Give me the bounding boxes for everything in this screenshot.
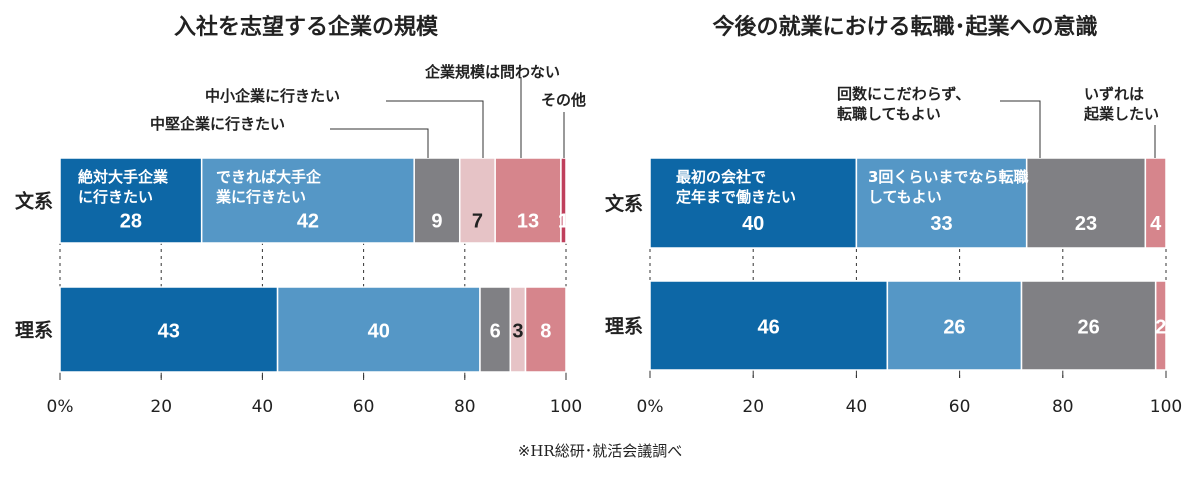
chart-right-value-label: 40 xyxy=(742,213,764,235)
chart-left-callout-label: 中堅企業に行きたい xyxy=(150,115,285,133)
chart-right-row-label: 理系 xyxy=(605,316,643,338)
chart-left-callout-label: 中小企業に行きたい xyxy=(205,87,340,105)
chart-left-bar-segment xyxy=(59,286,279,373)
chart-right-bar-segment xyxy=(1025,157,1147,249)
chart-left-value-label: 1 xyxy=(558,211,569,233)
chart-left-value-label: 3 xyxy=(512,321,523,343)
chart-right-bar-segment xyxy=(1154,280,1167,371)
chart-left-callout-label: その他 xyxy=(541,91,586,109)
chart-left-title: 入社を志望する企業の規模 xyxy=(174,14,439,40)
chart-right-callout-label: 回数にこだわらず、 xyxy=(837,85,970,103)
chart-left-leader-line xyxy=(386,100,484,158)
chart-right-value-label: 2 xyxy=(1155,317,1166,339)
chart-right-row-label: 文系 xyxy=(605,192,643,215)
chart-left-value-label: 8 xyxy=(540,321,551,343)
chart-left-bar-segment xyxy=(276,286,481,373)
chart-right-title: 今後の就業における転職･起業への意識 xyxy=(712,14,1097,40)
chart-left-row-label: 理系 xyxy=(15,320,53,342)
chart-right-value-label: 23 xyxy=(1075,213,1097,235)
chart-right-value-label: 26 xyxy=(943,317,965,339)
chart-left-tick-label: 80 xyxy=(454,397,476,417)
chart-right-value-label: 33 xyxy=(930,213,952,235)
chart-left-series-label: 絶対大手企業 xyxy=(78,168,169,186)
chart-left-bar-segment xyxy=(560,157,567,244)
chart-right-series-label: 定年まで働きたい xyxy=(676,188,796,206)
chart-right-bar-segment xyxy=(1020,280,1157,371)
chart-left-bar-segment xyxy=(494,157,562,244)
chart-left-leader-line xyxy=(330,128,429,158)
chart-left-tick-label: 60 xyxy=(353,397,375,417)
chart-left-bar-segment xyxy=(458,157,496,244)
chart-left-series-label: 業に行きたい xyxy=(215,188,306,206)
chart-left-value-label: 7 xyxy=(472,211,483,233)
chart-right-leader-line xyxy=(1000,100,1041,158)
chart-right-tick-label: 100 xyxy=(1150,397,1182,417)
chart-left-bar-segment xyxy=(413,157,461,244)
chart-left-tick-label: 20 xyxy=(150,397,172,417)
chart-right-tick-label: 0% xyxy=(637,397,664,417)
chart-right-callout-label: 転職してもよい xyxy=(837,105,941,123)
chart-right-series-label: 最初の会社で xyxy=(676,168,766,186)
chart-left-value-label: 42 xyxy=(297,211,319,233)
chart-right-bar-segment xyxy=(1144,157,1167,249)
chart-left-tick-label: 100 xyxy=(550,397,582,417)
chart-left-bars xyxy=(59,157,567,373)
chart-left-tick-label: 40 xyxy=(252,397,274,417)
chart-left-bar-segment xyxy=(479,286,512,373)
chart-right-bar-segment xyxy=(855,157,1028,249)
chart-right-value-label: 4 xyxy=(1150,213,1162,235)
chart-left-bar-segment xyxy=(524,286,567,373)
chart-right-bar-segment xyxy=(649,157,858,249)
chart-left-value-label: 28 xyxy=(120,211,142,233)
chart-left-value-label: 6 xyxy=(490,321,501,343)
chart-right-value-label: 46 xyxy=(758,317,780,339)
chart-left-series-label: できれば大手企 xyxy=(216,168,322,186)
chart-right-bars xyxy=(649,157,1167,371)
chart-right-tick-label: 40 xyxy=(846,397,868,417)
chart-right-bar-segment xyxy=(649,280,889,371)
chart-right-callout-label: 起業したい xyxy=(1083,105,1159,123)
source-note: ※HR総研･就活会議調べ xyxy=(518,442,682,460)
chart-left-value-label: 13 xyxy=(517,211,539,233)
chart-left-callout-label: 企業規模は問わない xyxy=(424,63,560,81)
chart-right-tick-label: 20 xyxy=(742,397,764,417)
chart-right-series-label: 3回くらいまでなら転職 xyxy=(868,168,1028,186)
chart-left-row-label: 文系 xyxy=(15,190,53,213)
chart-right-callout-label: いずれは xyxy=(1084,85,1144,103)
chart-right-tick-label: 80 xyxy=(1052,397,1074,417)
chart-left-value-label: 43 xyxy=(158,321,180,343)
chart-right-bar-segment xyxy=(886,280,1023,371)
chart-left: 入社を志望する企業の規模 0% 20 40 60 80 100 文系 28 42 9 7 13 1 理系… xyxy=(15,14,586,417)
chart-left-tick-label: 0% xyxy=(47,397,74,417)
chart-right-series-label: してもよい xyxy=(868,188,942,206)
chart-left-series-label: に行きたい xyxy=(78,188,153,206)
chart-left-value-label: 40 xyxy=(368,321,390,343)
chart-right-tick-label: 60 xyxy=(949,397,971,417)
chart-left-value-label: 9 xyxy=(431,211,442,233)
chart-right: 今後の就業における転職･起業への意識 0% 20 40 60 80 100 文系 40 33 2… xyxy=(605,14,1182,417)
chart-right-value-label: 26 xyxy=(1077,317,1099,339)
